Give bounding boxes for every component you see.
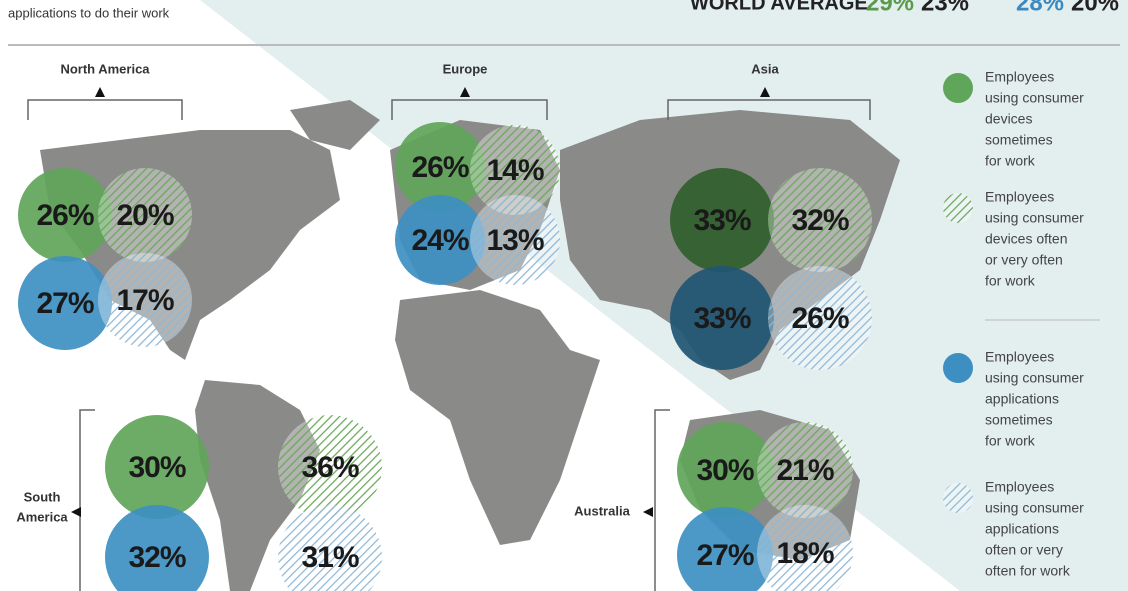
intro-text: applications to do their work (8, 5, 170, 20)
legend-text: or very often (985, 252, 1063, 268)
region-label: America (16, 509, 68, 524)
percent-label: 31% (301, 541, 358, 574)
legend-text: applications (985, 391, 1059, 407)
bubble (105, 415, 209, 519)
bubble (470, 195, 560, 285)
percent-label: 24% (411, 224, 468, 257)
region-bracket (654, 409, 670, 591)
legend-text: for work (985, 153, 1036, 169)
bubble (768, 168, 872, 272)
region-pointer (760, 87, 770, 97)
world-average-value: 28% (1016, 0, 1064, 16)
bubble (98, 253, 192, 347)
region-label: Asia (751, 61, 779, 76)
percent-label: 17% (116, 284, 173, 317)
percent-label: 30% (128, 451, 185, 484)
bubble (105, 505, 209, 591)
percent-label: 21% (776, 454, 833, 487)
region-bracket (27, 99, 183, 120)
legend-text: Employees (985, 479, 1054, 495)
bubble (278, 415, 382, 519)
region-label: South (24, 489, 61, 504)
percent-label: 18% (776, 537, 833, 570)
legend-text: often or very (985, 542, 1063, 558)
region-label: Europe (443, 61, 488, 76)
percent-label: 27% (696, 539, 753, 572)
legend-text: often for work (985, 563, 1071, 579)
bubble (677, 507, 773, 591)
bubble (670, 266, 774, 370)
intro-text: devices and consumer (8, 0, 139, 2)
legend-text: using consumer (985, 210, 1084, 226)
bubble (18, 256, 112, 350)
region-pointer (460, 87, 470, 97)
bubble (395, 195, 485, 285)
percent-label: 33% (693, 302, 750, 335)
legend-text: using consumer (985, 500, 1084, 516)
region-bracket (79, 409, 95, 591)
region-label: North America (60, 61, 150, 76)
percent-label: 13% (486, 224, 543, 257)
region-pointer (95, 87, 105, 97)
world-average-label: WORLD AVERAGE (690, 0, 868, 14)
bubble (98, 168, 192, 262)
bubble (395, 122, 485, 212)
world-average-value: 29% (866, 0, 914, 16)
bubble (18, 168, 112, 262)
bubble (670, 168, 774, 272)
legend-text: for work (985, 273, 1036, 289)
percent-label: 20% (116, 199, 173, 232)
legend-text: applications (985, 521, 1059, 537)
percent-label: 14% (486, 154, 543, 187)
legend-text: sometimes (985, 412, 1053, 428)
bubble (278, 505, 382, 591)
bubble (757, 505, 853, 591)
percent-label: 32% (791, 204, 848, 237)
legend-text: devices often (985, 231, 1068, 247)
legend-text: Employees (985, 349, 1054, 365)
percent-label: 26% (36, 199, 93, 232)
region-pointer (71, 507, 81, 517)
bubble (470, 125, 560, 215)
legend-text: using consumer (985, 90, 1084, 106)
percent-label: 33% (693, 204, 750, 237)
legend-swatch (943, 193, 973, 223)
bubble (677, 422, 773, 518)
region-label: Australia (574, 503, 630, 518)
percent-label: 32% (128, 541, 185, 574)
legend-swatch (943, 73, 973, 103)
percent-label: 36% (301, 451, 358, 484)
legend-text: Employees (985, 69, 1054, 85)
region-bracket (391, 99, 548, 120)
percent-label: 26% (791, 302, 848, 335)
percent-label: 30% (696, 454, 753, 487)
percent-label: 27% (36, 287, 93, 320)
legend-text: using consumer (985, 370, 1084, 386)
legend-text: devices (985, 111, 1032, 127)
bubble (768, 266, 872, 370)
legend-text: for work (985, 433, 1036, 449)
legend-swatch (943, 483, 973, 513)
bubble (757, 422, 853, 518)
region-pointer (643, 507, 653, 517)
legend-text: sometimes (985, 132, 1053, 148)
world-average-value: 23% (921, 0, 969, 16)
percent-label: 26% (411, 151, 468, 184)
region-bracket (667, 99, 871, 120)
legend-swatch (943, 353, 973, 383)
world-average-value: 20% (1071, 0, 1119, 16)
legend-text: Employees (985, 189, 1054, 205)
